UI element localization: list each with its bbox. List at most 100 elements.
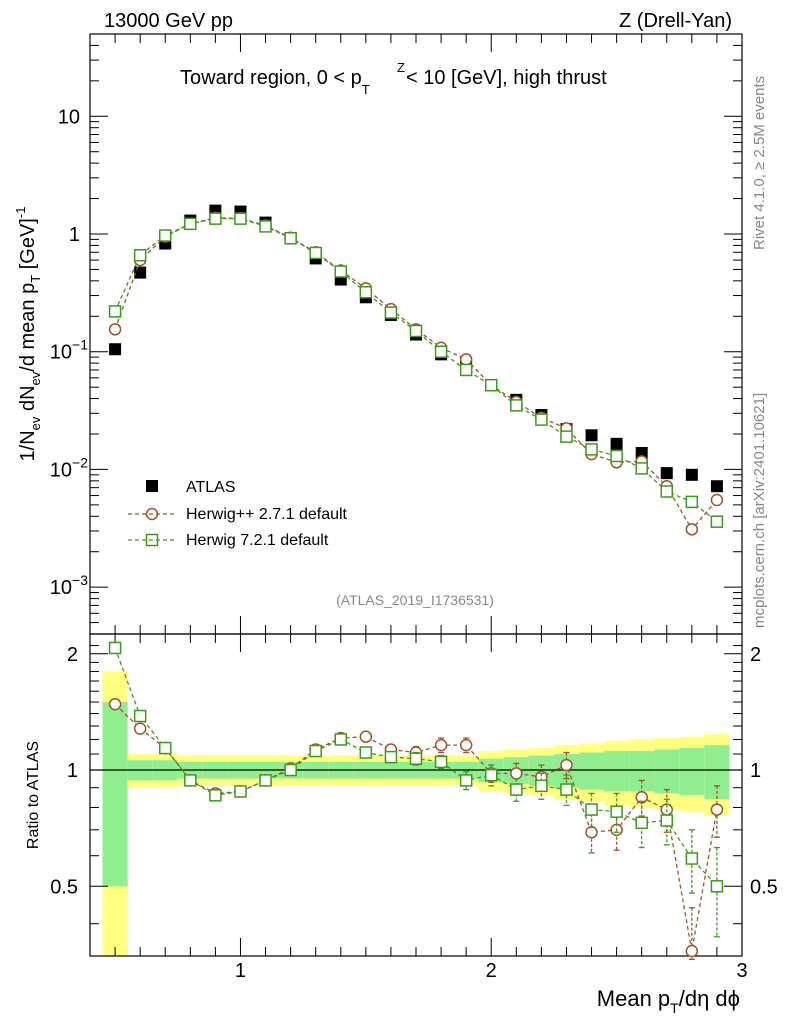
herwigpp-ratio-point — [685, 944, 699, 958]
herwigpp-ratio-point — [710, 803, 724, 816]
atlas-point — [585, 429, 598, 442]
mcplots-label: mcplots.cern.ch [arXiv:2401.10621] — [751, 393, 768, 628]
herwig7-ratio-point — [710, 880, 724, 893]
herwig7-ratio-point — [209, 789, 222, 802]
herwig7-ratio-point — [234, 785, 247, 798]
atlas-point — [660, 467, 673, 480]
herwig7-ratio-point — [409, 752, 423, 765]
axis-ticks: 1 2 3 10 1 10−1 10−2 10−3 2 2 1 1 0.5 0.5 — [50, 33, 778, 982]
herwigpp-ratio-point — [560, 758, 573, 772]
band-stat-bin — [629, 751, 655, 792]
atlas-point — [710, 480, 723, 493]
x-tick-label: 2 — [486, 960, 497, 982]
herwig7-point — [510, 399, 523, 412]
herwigpp-ratio-point — [585, 826, 598, 839]
x-tick-label: 1 — [235, 960, 246, 982]
rivet-label: Rivet 4.1.0, ≥ 2.5M events — [751, 76, 768, 250]
band-stat-bin — [654, 749, 680, 794]
herwig7-point — [309, 246, 322, 260]
herwig7-main-line — [114, 218, 718, 523]
y-tick-label-ratio-right: 1 — [750, 760, 761, 782]
legend-label-atlas: ATLAS — [186, 479, 236, 496]
ratio-uncertainty-bands — [90, 671, 742, 956]
herwig7-point — [535, 413, 548, 426]
herwig7-ratio-point — [510, 783, 523, 796]
herwigpp-point — [710, 493, 724, 507]
herwig7-point — [409, 324, 423, 338]
x-axis-label: Mean pT/dη dϕ — [597, 986, 740, 1016]
title-suffix: < 10 [GeV], high thrust — [406, 67, 607, 89]
herwig7-point — [259, 220, 272, 233]
herwigpp-ratio-point — [434, 738, 448, 752]
herwigpp-point — [685, 523, 699, 536]
y-tick-label-ratio-right: 0.5 — [750, 876, 778, 898]
herwigpp-point — [108, 323, 122, 336]
herwig7-point — [209, 212, 222, 225]
y-tick-label-ratio-right: 2 — [750, 644, 761, 666]
herwig7-ratio-point — [334, 733, 348, 746]
herwig7-point — [108, 305, 122, 318]
herwig7-ratio-point — [660, 814, 674, 827]
band-stat-bin — [579, 752, 605, 790]
herwig7-point — [284, 232, 297, 245]
herwig7-point — [184, 217, 197, 231]
band-stat-bin — [704, 745, 730, 800]
herwig7-point — [560, 430, 573, 443]
herwig7-point — [158, 229, 172, 242]
herwig7-point — [610, 449, 623, 463]
legend-marker-herwig7 — [145, 533, 159, 547]
herwig7-ratio-point — [309, 744, 322, 758]
herwig7-ratio-point — [259, 774, 272, 787]
herwigpp-ratio-point — [108, 698, 122, 711]
y-axis-label: 1/Nev dNev/d mean pT [GeV]-1 — [13, 207, 43, 462]
atlas-point — [685, 468, 698, 481]
herwig7-ratio-point — [685, 852, 699, 865]
plot-title: Toward region, 0 < pT — [180, 67, 370, 97]
herwig7-ratio-point — [585, 803, 598, 816]
legend-label-herwigpp: Herwig++ 2.7.1 default — [186, 506, 348, 523]
legend-label-herwig7: Herwig 7.2.1 default — [186, 532, 329, 549]
band-stat-bin — [102, 702, 128, 887]
header-right: Z (Drell-Yan) — [619, 10, 732, 32]
herwig7-point — [459, 363, 473, 377]
atlas-point — [610, 437, 623, 450]
herwig7-ratio-point — [459, 774, 473, 787]
herwigpp-point — [459, 353, 473, 366]
herwig7-ratio-point — [158, 741, 172, 755]
herwig7-ratio-point — [184, 774, 197, 787]
herwig7-ratio-point — [434, 755, 448, 769]
ratio-y-axis-label: Ratio to ATLAS — [25, 741, 42, 849]
title-sup: Z — [397, 60, 405, 75]
herwigpp-ratio-point — [459, 738, 473, 752]
y-tick-label-ratio-left: 1 — [67, 760, 78, 782]
herwig7-point — [635, 462, 648, 475]
y-tick-label-main: 10−3 — [50, 572, 88, 599]
herwig7-ratio-point — [108, 641, 122, 655]
herwig7-point — [334, 265, 348, 278]
band-stat-bin — [604, 751, 630, 792]
herwig7-point — [710, 515, 724, 528]
herwig7-point — [685, 495, 699, 509]
x-tick-label: 3 — [736, 960, 747, 982]
atlas-point — [134, 266, 147, 279]
y-tick-label-ratio-left: 2 — [67, 644, 78, 666]
herwig7-ratio-point — [484, 768, 498, 782]
y-tick-label-main: 10−1 — [50, 337, 88, 364]
legend-marker-herwigpp — [145, 507, 159, 521]
legend-marker-atlas — [146, 480, 158, 492]
herwigpp-ratio-point — [359, 730, 373, 743]
herwigpp-ratio-point — [133, 722, 147, 735]
y-tick-label-main: 1 — [69, 224, 80, 246]
herwig7-ratio-point — [560, 783, 573, 796]
legend: ATLAS Herwig++ 2.7.1 default Herwig 7.2.… — [128, 479, 348, 549]
herwig7-ratio-point — [133, 709, 147, 723]
herwig7-ratio-point — [535, 779, 548, 793]
data-series — [108, 204, 724, 961]
herwigpp-ratio-point — [510, 767, 523, 780]
title-sub: T — [362, 82, 370, 97]
atlas-point — [109, 343, 122, 356]
herwig7-ratio-point — [635, 816, 648, 830]
herwig7-ratio-point — [610, 805, 623, 818]
herwig7-point — [359, 286, 373, 299]
